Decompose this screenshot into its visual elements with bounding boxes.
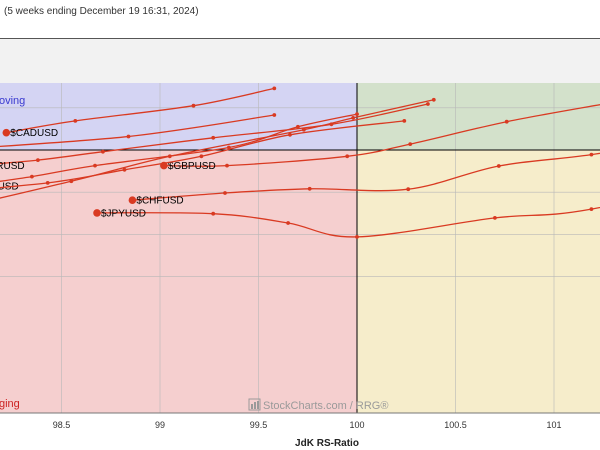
series-chfusd: $CHFUSD [128, 152, 600, 207]
series-nokusd: $NOKUSD [0, 113, 277, 148]
x-tick-label: 99 [155, 420, 165, 430]
chart-subtitle: (5 weeks ending December 19 16:31, 2024) [4, 6, 199, 17]
label-cadusd: $CADUSD [10, 128, 58, 139]
tail-point-sekusd [351, 116, 355, 120]
tail-point-jpyusd [493, 216, 497, 220]
tail-point-jpyusd [211, 211, 216, 216]
watermark: StockCharts.com / RRG® [248, 398, 388, 412]
watermark-text: StockCharts.com / RRG® [263, 400, 388, 412]
quadrant-lagging [0, 150, 357, 413]
tail-point-chfusd [496, 164, 501, 168]
tail-point-jpyusd [355, 235, 359, 239]
series-cadusd: $CADUSD [2, 86, 277, 139]
tail-point-jpyusd [589, 207, 594, 212]
toolbar-band [0, 38, 600, 84]
tail-point-sekusd [167, 154, 172, 159]
series-gbpusd: $GBPUSD [160, 104, 600, 172]
label-eurusd: $EURUSD [0, 161, 25, 172]
tail-point-chfusd [589, 152, 594, 157]
tail-point-sekusd [431, 97, 436, 102]
quadrant-weakening [357, 150, 600, 413]
x-tick-label: 100.5 [444, 420, 467, 430]
tail-point-audusd [296, 124, 300, 129]
label-jpyusd: $JPYUSD [101, 208, 146, 219]
tail-point-sekusd [69, 179, 74, 184]
tail-point-audusd [30, 174, 34, 179]
x-axis-ticks: 98.5 99 99.5 100 100.5 101 [53, 420, 562, 430]
tail-point-nzdusd [199, 154, 204, 159]
improving-label: oving [0, 95, 25, 107]
tail-point-eurusd [36, 158, 40, 163]
tail-line-nokusd [0, 114, 275, 148]
series-sekusd: $SEKUSD [0, 97, 436, 199]
tail-point-gbpusd [345, 154, 350, 159]
tail-point-nzdusd [122, 167, 127, 172]
head-point-jpyusd[interactable] [93, 209, 101, 217]
tail-point-cadusd [272, 86, 277, 91]
tail-point-nokusd [272, 113, 277, 117]
tail-point-chfusd [307, 186, 312, 191]
x-tick-label: 98.5 [53, 420, 71, 430]
tail-point-sekusd [301, 127, 306, 132]
series-layer: $CADUSD$NOKUSD$EURUSD$AUDUSD$GBPUSD$NZDU… [0, 86, 600, 239]
x-tick-label: 101 [546, 420, 561, 430]
tail-point-nokusd [126, 134, 131, 139]
series-jpyusd: $JPYUSD [93, 206, 600, 239]
tail-point-cadusd [73, 119, 78, 123]
quadrant-improving [0, 83, 357, 150]
tail-point-audusd [355, 112, 359, 116]
tail-point-gbpusd [225, 163, 229, 168]
tail-point-nzdusd [402, 119, 407, 123]
x-tick-label: 100 [349, 420, 364, 430]
tail-point-cadusd [191, 103, 196, 108]
head-point-chfusd[interactable] [128, 196, 137, 204]
tail-point-gbpusd [408, 142, 413, 147]
tail-point-audusd [227, 145, 231, 150]
tail-point-eurusd [211, 135, 216, 140]
quadrant-leading [357, 83, 600, 150]
x-axis-title: JdK RS-Ratio [295, 438, 359, 449]
tail-line-cadusd [6, 87, 275, 134]
x-tick-label: 99.5 [250, 420, 268, 430]
tail-point-audusd [93, 163, 97, 168]
tail-point-jpyusd [286, 221, 290, 225]
tail-point-eurusd [426, 102, 430, 106]
series-nzdusd: $NZDUSD [0, 119, 407, 189]
label-chfusd: $CHFUSD [136, 196, 183, 207]
tail-point-nzdusd [288, 132, 292, 137]
label-gbpusd: $GBPUSD [168, 161, 216, 172]
tail-point-chfusd [223, 191, 227, 195]
tail-point-gbpusd [504, 119, 509, 124]
tail-point-eurusd [101, 149, 105, 154]
lagging-label: ging [0, 398, 20, 410]
tail-point-nzdusd [45, 181, 50, 185]
tail-point-chfusd [406, 187, 411, 192]
head-point-cadusd[interactable] [2, 128, 11, 137]
watermark-logo-icon [248, 398, 261, 411]
